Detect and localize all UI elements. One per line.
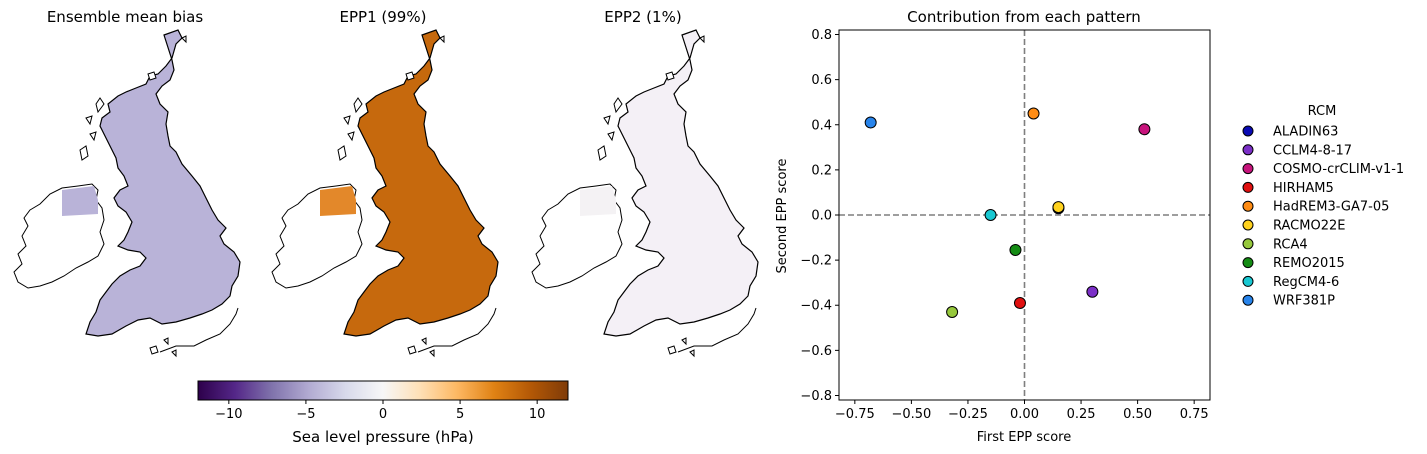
y-tick-label: 0.2 (811, 163, 832, 178)
map-title-3: EPP2 (1%) (604, 8, 681, 26)
point-regcm4-6 (984, 209, 997, 221)
ireland-ni-patch-2 (320, 186, 356, 216)
y-tick-label: −0.8 (800, 389, 832, 404)
coast-south-2 (417, 307, 497, 353)
legend-marker (1242, 219, 1254, 231)
legend-marker (1242, 125, 1254, 137)
legend-label: CCLM4-8-17 (1273, 143, 1352, 158)
x-tick-label: 0.00 (1010, 407, 1039, 422)
y-tick-label: 0.0 (811, 209, 832, 224)
point-rca4 (946, 306, 959, 319)
point-wrf381p (864, 116, 877, 129)
y-tick-label: 0.6 (811, 73, 832, 88)
point-hirham5 (1013, 296, 1026, 309)
islands-2 (337, 35, 445, 358)
legend-marker (1242, 275, 1254, 287)
colorbar-tick-label: 0 (379, 407, 387, 422)
map-panel-1: Ensemble mean bias (13, 8, 241, 358)
map-panel-3: EPP2 (1%) (531, 8, 759, 358)
y-tick-label: −0.6 (800, 344, 832, 359)
legend-label: WRF381P (1273, 294, 1335, 309)
point-remo2015 (1009, 243, 1022, 256)
colorbar-ticks: −10 −5 0 5 10 (215, 400, 545, 422)
scatter-title: Contribution from each pattern (907, 8, 1141, 26)
colorbar: −10 −5 0 5 10 Sea level pressure (hPa) (197, 380, 569, 446)
legend-marker (1242, 144, 1254, 156)
islands-1 (79, 35, 187, 358)
ireland-ni-patch-1 (62, 186, 98, 216)
point-cclm4-8-17 (1086, 285, 1099, 298)
legend-label: RACMO22E (1273, 219, 1345, 234)
x-axis-label: First EPP score (977, 430, 1071, 445)
gb-shape-2 (343, 29, 499, 337)
map-title-1: Ensemble mean bias (47, 8, 204, 26)
map-panel-2: EPP1 (99%) (271, 8, 499, 358)
gb-shape-1 (85, 29, 241, 337)
gb-shape-3 (603, 29, 759, 337)
x-tick-label: −0.75 (835, 407, 875, 422)
y-axis-label: Second EPP score (775, 159, 790, 274)
point-racmo22e (1052, 201, 1065, 214)
islands-3 (597, 35, 705, 358)
colorbar-bar (197, 380, 569, 401)
y-tick-label: −0.2 (800, 254, 832, 269)
legend-marker (1242, 238, 1254, 250)
legend-marker (1242, 181, 1254, 193)
legend-marker (1242, 294, 1254, 306)
x-tick-label: −0.25 (948, 407, 988, 422)
point-hadrem3-ga7-05 (1027, 107, 1040, 120)
x-tick-label: 0.75 (1180, 407, 1209, 422)
ireland-ni-patch-3 (580, 186, 616, 216)
legend-label: ALADIN63 (1273, 125, 1338, 140)
x-tick-label: 0.50 (1123, 407, 1152, 422)
y-tick-label: −0.4 (800, 299, 832, 314)
legend-label: RegCM4-6 (1273, 275, 1339, 290)
legend-label: HadREM3-GA7-05 (1273, 200, 1389, 215)
legend-title: RCM (1308, 104, 1337, 119)
point-cosmo-crclim-v1-1 (1138, 123, 1151, 136)
coast-south-1 (159, 307, 239, 353)
colorbar-tick-label: −5 (296, 407, 315, 422)
legend-label: COSMO-crCLIM-v1-1 (1273, 162, 1404, 177)
map-title-2: EPP1 (99%) (340, 8, 427, 26)
legend-label: RCA4 (1273, 237, 1308, 252)
coast-south-3 (677, 307, 757, 353)
x-axis-ticks: −0.75 −0.50 −0.25 0.00 0.25 0.50 0.75 (835, 400, 1209, 422)
x-tick-label: 0.25 (1067, 407, 1096, 422)
legend-marker (1242, 257, 1254, 269)
legend-marker (1242, 200, 1254, 212)
x-tick-label: −0.50 (891, 407, 931, 422)
y-tick-label: 0.8 (811, 28, 832, 43)
colorbar-label: Sea level pressure (hPa) (292, 428, 473, 446)
y-tick-label: 0.4 (811, 118, 832, 133)
colorbar-tick-label: 10 (529, 407, 546, 422)
legend-items: ALADIN63 CCLM4-8-17 COSMO-crCLIM-v1-1 HIRHA… (1242, 125, 1404, 309)
legend-marker (1242, 163, 1254, 175)
y-axis-ticks: −0.8 −0.6 −0.4 −0.2 0.0 0.2 0.4 0.6 0.8 (800, 28, 839, 404)
legend: RCM ALADIN63 CCLM4-8-17 COSMO-crCLIM-v1-1 H… (1242, 104, 1404, 309)
reference-lines (839, 30, 1210, 400)
legend-label: HIRHAM5 (1273, 181, 1334, 196)
colorbar-tick-label: 5 (456, 407, 464, 422)
scatter-points (864, 107, 1151, 319)
scatter-plot: Contribution from each pattern −0.75 −0.5… (775, 8, 1211, 445)
legend-label: REMO2015 (1273, 256, 1345, 271)
colorbar-tick-label: −10 (215, 407, 242, 422)
